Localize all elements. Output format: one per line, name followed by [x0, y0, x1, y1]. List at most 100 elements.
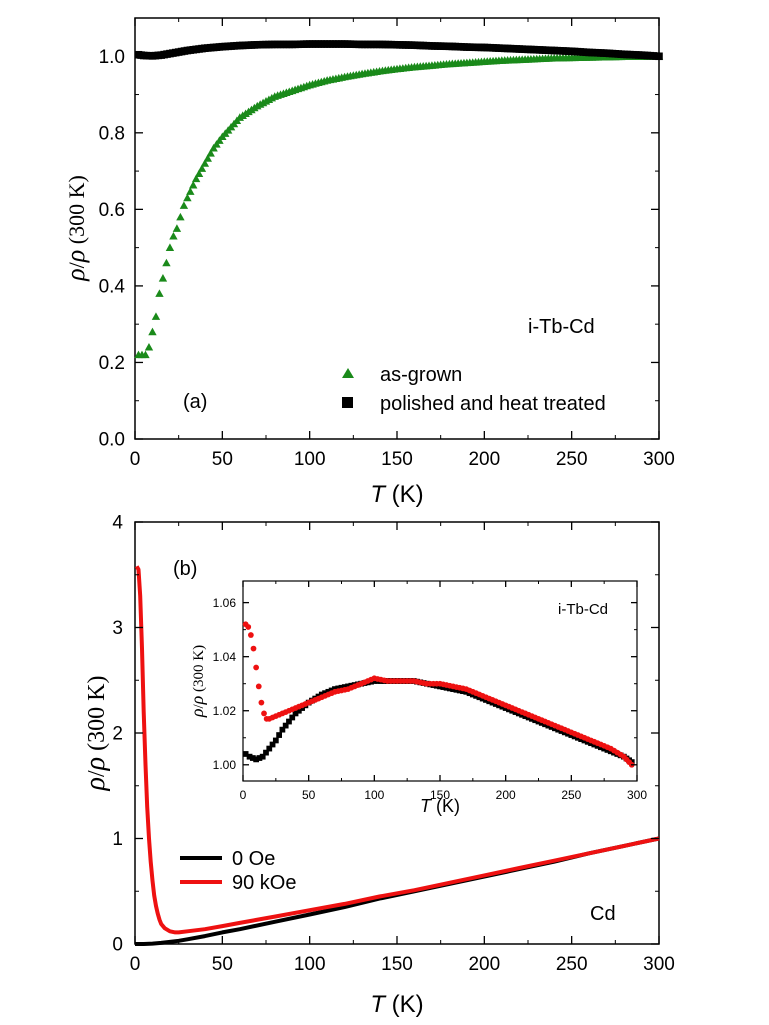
point-as-grown — [194, 169, 204, 178]
x-tick-label: 150 — [381, 449, 413, 470]
point-as-grown — [183, 193, 192, 202]
panel-a-legend: as-grown polished and heat treated — [342, 364, 606, 415]
panel-a-xlabel: T (K) — [370, 481, 423, 508]
legend-marker-as-grown — [342, 368, 354, 378]
x-tick-label: 0 — [240, 788, 247, 802]
panel-a-ylabel: ρ/ρ (300 K) — [61, 175, 90, 282]
point-as-grown — [179, 201, 189, 209]
y-tick-label: 0.8 — [99, 123, 125, 144]
panel-b-ylabel: ρ/ρ (300 K) — [80, 676, 111, 792]
x-tick-label: 0 — [130, 954, 141, 975]
panel-a-marks — [134, 40, 664, 359]
point-0-oe — [282, 722, 289, 729]
panel-a-label: (a) — [183, 391, 207, 413]
point-0-oe — [289, 714, 296, 721]
point-as-grown — [209, 143, 218, 152]
x-tick-label: 250 — [556, 449, 588, 470]
point-as-grown — [191, 174, 201, 183]
x-tick-label: 100 — [294, 449, 326, 470]
panel-b-ticks: 0 50 100 150 200 250 300 0 1 2 3 4 — [112, 513, 674, 975]
point-as-grown — [176, 212, 185, 221]
point-as-grown — [212, 140, 221, 148]
x-tick-label: 200 — [496, 788, 516, 802]
x-tick-label: 300 — [627, 788, 647, 802]
point-as-grown — [189, 180, 198, 189]
x-tick-label: 100 — [364, 788, 384, 802]
x-tick-label: 150 — [381, 954, 413, 975]
x-tick-label: 300 — [643, 954, 675, 975]
y-tick-label: 2 — [112, 724, 123, 745]
inset-xlabel: T (K) — [420, 796, 460, 816]
point-0-oe — [249, 755, 256, 761]
point-0-oe — [266, 745, 273, 752]
panel-b-inset: 0 50 100 150 200 250 300 1.00 1.02 1.04 1.06 i-Tb-… — [187, 580, 647, 816]
point-90-koe — [248, 632, 254, 638]
panel-a-annotation: i-Tb-Cd — [528, 316, 595, 338]
legend-marker-polished — [342, 397, 353, 408]
point-0-oe — [279, 726, 286, 733]
point-90-koe — [258, 699, 265, 706]
y-tick-label: 0.0 — [99, 430, 125, 451]
point-as-grown — [162, 258, 171, 267]
x-tick-label: 50 — [212, 449, 233, 470]
x-tick-label: 50 — [302, 788, 316, 802]
panel-b-marks — [134, 565, 660, 946]
inset-annotation: i-Tb-Cd — [558, 601, 608, 618]
point-0-oe — [276, 732, 282, 738]
y-tick-label: 4 — [112, 513, 123, 534]
point-90-koe — [253, 664, 260, 671]
legend-label-as-grown: as-grown — [380, 364, 462, 386]
x-tick-label: 100 — [294, 954, 326, 975]
point-as-grown — [165, 243, 175, 251]
point-as-grown — [215, 136, 224, 144]
series-line-90-koe — [134, 565, 660, 935]
point-as-grown — [200, 159, 210, 167]
y-tick-label: 1.06 — [213, 596, 237, 610]
panel-b-label: (b) — [173, 558, 197, 580]
point-0-oe — [256, 755, 263, 761]
x-tick-label: 200 — [468, 954, 500, 975]
point-90-koe — [261, 710, 267, 717]
point-as-grown — [169, 231, 178, 240]
point-0-oe — [292, 710, 299, 717]
inset-ticks: 0 50 100 150 200 250 300 1.00 1.02 1.04 1.06 — [213, 581, 647, 802]
x-tick-label: 0 — [130, 449, 141, 470]
x-tick-label: 250 — [556, 954, 588, 975]
panel-b-annotation: Cd — [590, 903, 616, 925]
point-90-koe — [255, 683, 262, 690]
point-as-grown — [206, 149, 215, 157]
point-0-oe — [246, 753, 253, 760]
point-as-grown — [141, 350, 150, 359]
x-tick-label: 50 — [212, 954, 233, 975]
panel-a: 0 50 100 150 200 250 300 0.0 0.2 0.4 0.6 0.8 1.0 (a)… — [61, 17, 675, 508]
y-tick-label: 0 — [112, 935, 123, 956]
point-0-oe — [295, 707, 302, 714]
y-tick-label: 1.00 — [213, 758, 237, 772]
point-as-grown — [158, 274, 168, 282]
y-tick-label: 1.04 — [213, 650, 237, 664]
x-tick-label: 250 — [561, 788, 581, 802]
y-tick-label: 0.6 — [99, 200, 125, 221]
y-tick-label: 0.2 — [99, 353, 125, 374]
panel-b: 0 50 100 150 200 250 300 0 1 2 3 4 (b) Cd 0 Oe 90 k… — [80, 513, 675, 1018]
point-0-oe — [269, 741, 276, 748]
y-tick-label: 0.4 — [99, 277, 126, 298]
point-as-grown — [186, 187, 195, 195]
point-as-grown — [172, 224, 182, 232]
panel-b-legend: 0 Oe 90 kOe — [180, 848, 296, 894]
point-90-koe — [245, 624, 252, 630]
y-tick-label: 1 — [112, 829, 123, 850]
y-tick-label: 1.02 — [213, 704, 237, 718]
legend-label-90-koe: 90 kOe — [232, 872, 296, 894]
x-tick-label: 200 — [468, 449, 500, 470]
y-tick-label: 1.0 — [99, 47, 125, 68]
point-0-oe — [286, 718, 292, 725]
point-as-grown — [148, 327, 157, 336]
point-0-oe — [242, 751, 249, 757]
x-tick-label: 150 — [430, 788, 450, 802]
point-as-grown — [151, 312, 161, 320]
panel-b-xlabel: T (K) — [370, 991, 423, 1018]
point-as-grown — [155, 289, 164, 297]
point-0-oe — [259, 753, 266, 760]
